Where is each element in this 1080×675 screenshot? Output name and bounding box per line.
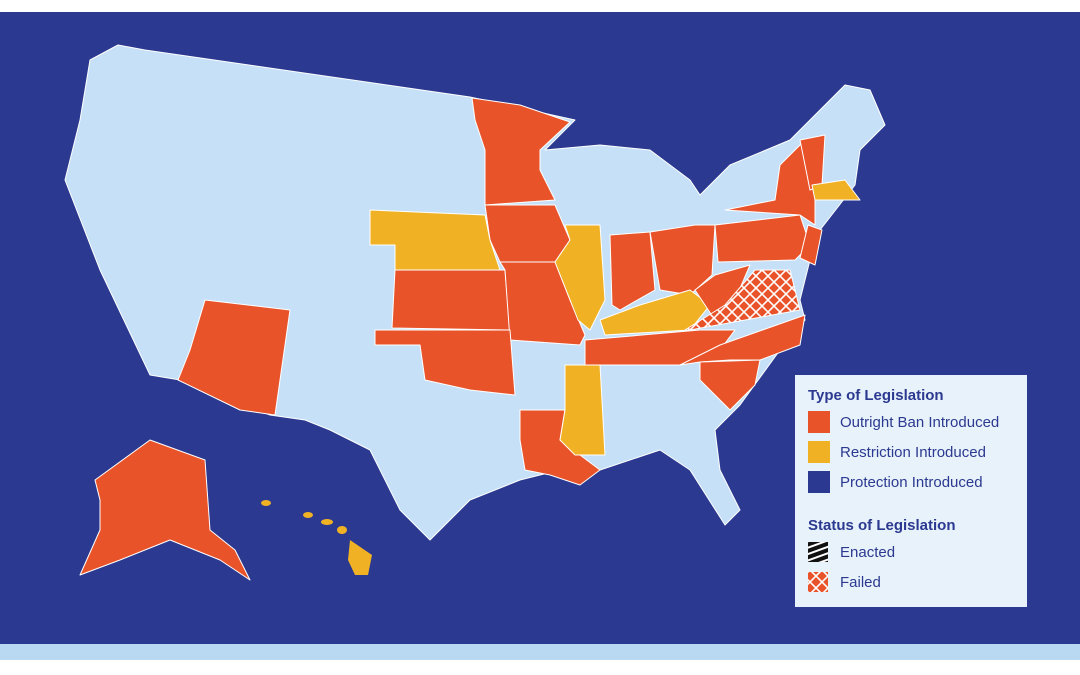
state-hi bbox=[261, 500, 372, 575]
legend-swatch bbox=[808, 411, 830, 433]
legend-box bbox=[795, 375, 1027, 607]
legend-title: Type of Legislation bbox=[808, 387, 944, 404]
state-ma bbox=[811, 179, 861, 201]
legend-entry: Protection Introduced bbox=[840, 474, 983, 491]
us-map bbox=[64, 44, 886, 581]
bottom-strip bbox=[0, 644, 1080, 660]
state-az bbox=[177, 299, 291, 416]
state-va bbox=[684, 269, 801, 331]
legend-icon-enacted bbox=[808, 542, 828, 562]
state-oh bbox=[649, 224, 716, 296]
state-ia bbox=[484, 204, 571, 263]
legend-entry: Failed bbox=[840, 574, 881, 591]
state-ak bbox=[79, 439, 251, 581]
legend-entry: Restriction Introduced bbox=[840, 444, 986, 461]
state-mn bbox=[471, 97, 571, 206]
state-ms bbox=[559, 364, 606, 456]
legend-title: Status of Legislation bbox=[808, 517, 956, 534]
legend-swatch bbox=[808, 471, 830, 493]
legend-entry: Enacted bbox=[840, 544, 895, 561]
state-il bbox=[554, 224, 606, 331]
state-ks bbox=[391, 269, 511, 331]
legend-icon-failed bbox=[808, 572, 828, 592]
legend-entry: Outright Ban Introduced bbox=[840, 414, 999, 431]
legend-swatch bbox=[808, 441, 830, 463]
state-sc bbox=[699, 359, 761, 411]
state-nj bbox=[799, 224, 823, 266]
state-in bbox=[609, 231, 656, 311]
legend: Type of Legislation Outright Ban Introdu… bbox=[795, 375, 1027, 607]
state-ok bbox=[374, 329, 516, 396]
